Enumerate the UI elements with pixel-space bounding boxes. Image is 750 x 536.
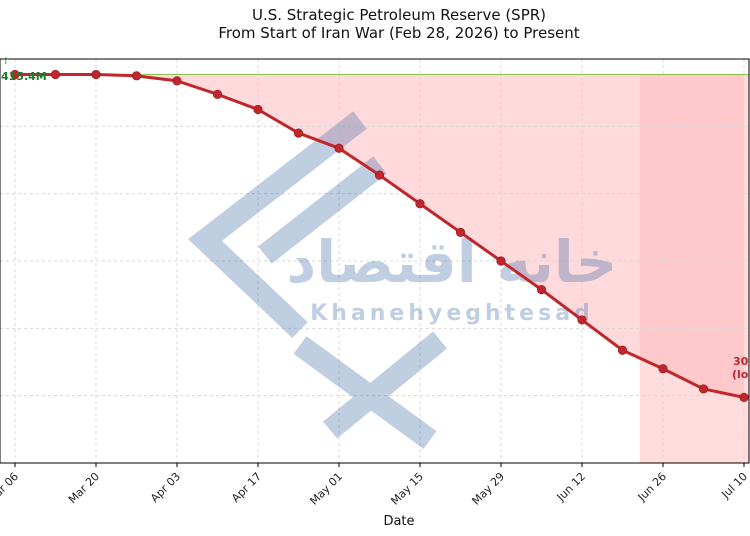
data-point — [334, 143, 344, 153]
chart-subtitle: From Start of Iran War (Feb 28, 2026) to… — [218, 24, 579, 42]
data-point — [293, 128, 304, 138]
start-annotation-text: 415.4M — [1, 70, 47, 83]
data-point — [658, 364, 668, 374]
chart-title: U.S. Strategic Petroleum Reserve (SPR) — [252, 6, 546, 24]
watermark-logo-icon — [188, 111, 447, 449]
x-axis-ticks: Mar 06 Mar 20 Apr 03 Apr 17 May 01 May 15 May … — [0, 463, 750, 508]
data-point — [698, 384, 709, 394]
x-axis-label: Date — [383, 514, 414, 529]
data-point — [91, 69, 101, 80]
end-annotation-line2: (lo — [732, 368, 749, 381]
data-point — [50, 69, 61, 80]
x-tick-label: May 29 — [469, 470, 507, 508]
data-point — [415, 199, 425, 209]
x-tick-label: Mar 20 — [66, 470, 102, 506]
data-point — [374, 170, 385, 180]
data-point — [739, 392, 749, 402]
plot-frame — [0, 58, 750, 464]
x-tick-label: Apr 03 — [148, 470, 183, 505]
x-tick-label: Jul 10 — [718, 470, 750, 502]
x-tick-label: Jun 12 — [554, 470, 588, 504]
watermark-persian: خانه اقتصاد — [287, 228, 618, 296]
end-annotation: 30 (lo — [732, 355, 749, 381]
x-tick-label: Mar 06 — [0, 470, 21, 506]
data-point — [617, 345, 628, 355]
plot-area — [0, 58, 750, 464]
start-annotation: ↑ 415.4M — [1, 57, 47, 83]
series-layer — [10, 69, 749, 402]
data-point — [253, 104, 263, 115]
data-point — [536, 285, 547, 295]
data-point — [212, 89, 223, 99]
x-tick-label: Apr 17 — [229, 470, 264, 505]
watermark: خانه اقتصاد Khanehyeghtesad — [188, 111, 618, 449]
recent-period-band — [639, 74, 749, 463]
data-point — [496, 256, 506, 266]
end-annotation-line1: 30 — [733, 355, 749, 368]
drawdown-fill — [15, 74, 744, 398]
x-tick-label: May 15 — [388, 470, 426, 508]
data-point — [172, 76, 182, 86]
data-point — [10, 69, 20, 80]
x-tick-label: Jun 26 — [635, 470, 669, 504]
data-points — [10, 69, 749, 402]
x-tick-label: May 01 — [307, 470, 345, 508]
start-annotation-arrow: ↑ — [2, 57, 10, 67]
data-point — [131, 71, 142, 81]
watermark-latin: Khanehyeghtesad — [310, 301, 594, 326]
data-point — [455, 227, 466, 237]
data-point — [577, 315, 587, 325]
